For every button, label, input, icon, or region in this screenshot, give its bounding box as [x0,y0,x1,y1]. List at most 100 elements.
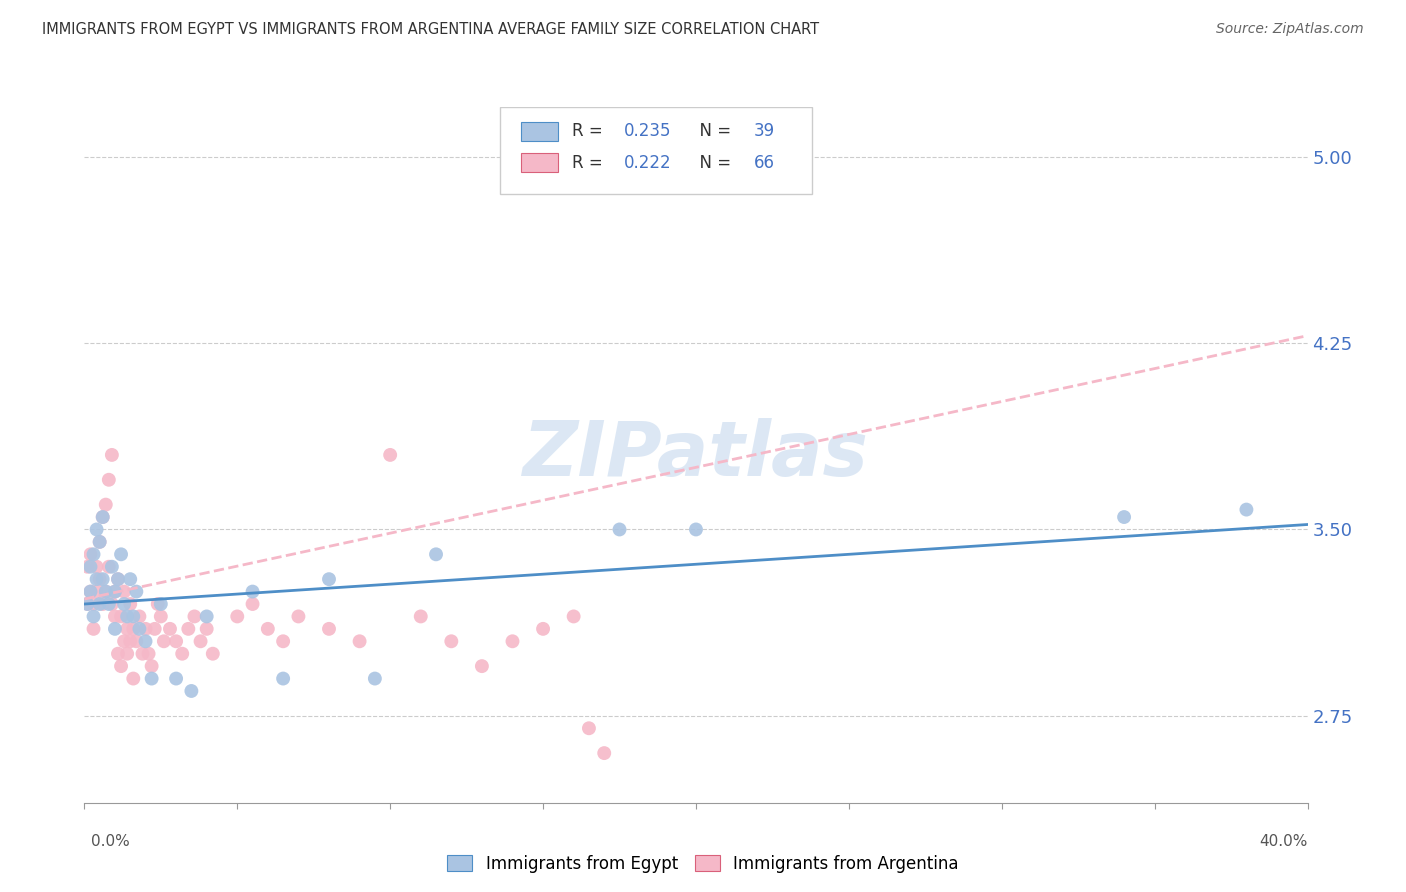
Point [89,572,111,586]
Point [97,597,120,611]
Text: N =: N = [689,153,735,171]
Point [86,584,108,599]
Point [107,647,129,661]
Text: R =: R = [572,153,609,171]
Point [1236,502,1258,516]
Text: 0.235: 0.235 [624,122,671,140]
Point [94,498,117,512]
Point [226,609,249,624]
Point [183,609,205,624]
Point [104,584,127,599]
Point [107,572,129,586]
Point [97,559,120,574]
Point [89,535,111,549]
Point [83,597,105,611]
Point [104,622,127,636]
Point [79,584,101,599]
Text: 40.0%: 40.0% [1260,834,1308,849]
Point [159,622,181,636]
Point [380,448,402,462]
Point [83,609,105,624]
Point [122,609,145,624]
Point [76,559,98,574]
Point [562,609,585,624]
Text: ZIPatlas: ZIPatlas [523,418,869,491]
Text: R =: R = [572,122,609,140]
Text: N =: N = [689,122,735,140]
Point [180,684,202,698]
Point [89,535,111,549]
Point [149,609,172,624]
Point [91,597,114,611]
Point [149,597,172,611]
Point [115,622,138,636]
Point [110,659,132,673]
Point [122,672,145,686]
Point [86,523,108,537]
Point [153,634,176,648]
Point [190,634,212,648]
Point [79,547,101,561]
Point [409,609,432,624]
Point [685,523,707,537]
Point [76,597,98,611]
Point [91,510,114,524]
Point [425,547,447,561]
Text: 66: 66 [754,153,775,171]
Point [440,634,463,648]
Text: IMMIGRANTS FROM EGYPT VS IMMIGRANTS FROM ARGENTINA AVERAGE FAMILY SIZE CORRELATI: IMMIGRANTS FROM EGYPT VS IMMIGRANTS FROM… [42,22,820,37]
Point [143,622,166,636]
Point [104,584,127,599]
Point [110,547,132,561]
Point [101,559,124,574]
Point [104,609,127,624]
Point [271,634,294,648]
Point [94,584,117,599]
Point [609,523,631,537]
Point [502,634,524,648]
Point [593,746,616,760]
Point [287,609,309,624]
FancyBboxPatch shape [522,121,558,141]
Point [471,659,494,673]
Point [138,647,160,661]
Point [112,584,135,599]
Point [101,597,124,611]
Point [242,597,264,611]
Point [112,597,135,611]
Point [79,559,101,574]
FancyBboxPatch shape [522,153,558,172]
Point [172,647,194,661]
Point [97,473,120,487]
Text: 0.222: 0.222 [624,153,672,171]
Point [101,448,124,462]
Point [76,597,98,611]
Point [125,634,148,648]
Point [86,559,108,574]
Point [107,572,129,586]
Point [125,584,148,599]
Text: 0.0%: 0.0% [91,834,131,849]
Point [128,609,150,624]
Point [135,634,157,648]
Point [318,622,340,636]
Point [120,634,142,648]
Point [122,622,145,636]
Point [364,672,387,686]
Point [86,572,108,586]
Point [135,622,157,636]
Text: 39: 39 [754,122,775,140]
Point [165,672,187,686]
Text: Source: ZipAtlas.com: Source: ZipAtlas.com [1216,22,1364,37]
Point [115,647,138,661]
Point [91,572,114,586]
Point [177,622,200,636]
Point [131,647,153,661]
Point [112,634,135,648]
Point [165,634,187,648]
FancyBboxPatch shape [501,107,813,194]
Point [349,634,371,648]
Point [83,622,105,636]
Point [94,584,117,599]
Point [257,622,280,636]
